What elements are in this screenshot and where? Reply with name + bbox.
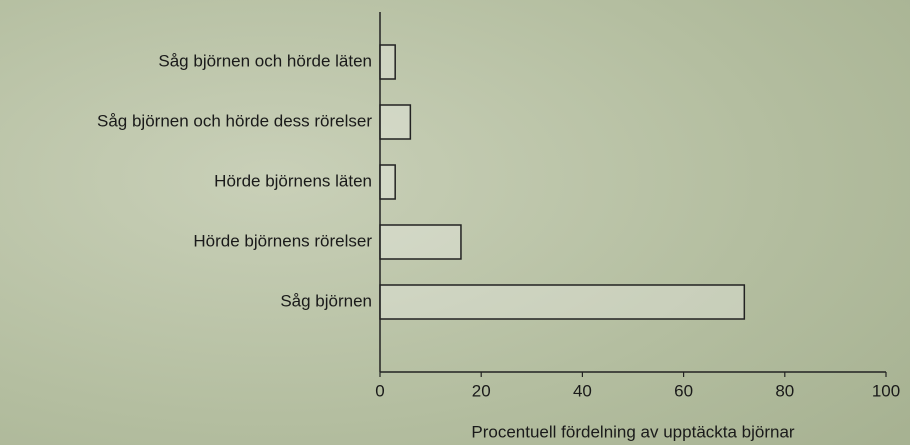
- x-tick-label: 20: [472, 381, 491, 400]
- page: {"chart_data": {"type": "hbar", "categor…: [0, 0, 910, 445]
- x-tick-label: 80: [775, 381, 794, 400]
- bar: [380, 105, 410, 139]
- y-tick-label: Såg björnen: [280, 291, 372, 310]
- x-axis-label: Procentuell fördelning av upptäckta björ…: [471, 422, 795, 441]
- bar: [380, 165, 395, 199]
- x-tick-label: 60: [674, 381, 693, 400]
- y-tick-label: Hörde björnens läten: [214, 171, 372, 190]
- bar: [380, 225, 461, 259]
- x-tick-label: 100: [872, 381, 900, 400]
- background: [0, 0, 910, 445]
- x-tick-label: 0: [375, 381, 384, 400]
- chart: Procentuell fördelning av upptäckta björ…: [0, 0, 910, 445]
- bar: [380, 45, 395, 79]
- x-tick-label: 40: [573, 381, 592, 400]
- y-tick-label: Såg björnen och hörde läten: [158, 51, 372, 70]
- y-tick-label: Såg björnen och hörde dess rörelser: [97, 111, 372, 130]
- bar: [380, 285, 744, 319]
- y-tick-label: Hörde björnens rörelser: [193, 231, 372, 250]
